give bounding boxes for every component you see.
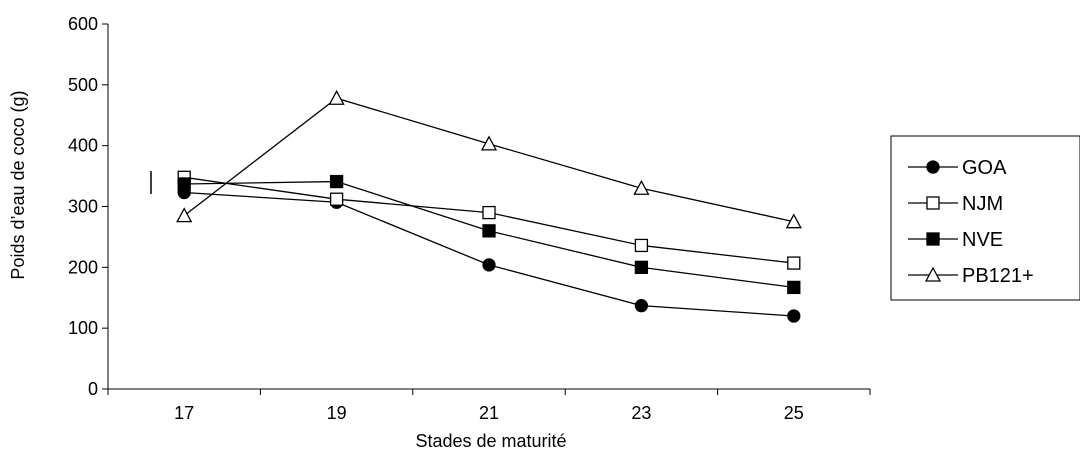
- series-pb121: [176, 89, 802, 229]
- data-point: [634, 299, 649, 313]
- x-tick-label: 21: [479, 403, 499, 423]
- legend-label: NVE: [962, 229, 1003, 251]
- y-tick-label: 400: [68, 136, 98, 156]
- legend-item: NJM: [908, 193, 1003, 215]
- data-point: [480, 135, 498, 151]
- x-tick-label: 25: [784, 403, 804, 423]
- data-point: [329, 192, 344, 206]
- data-point: [787, 280, 801, 295]
- data-point: [787, 256, 801, 270]
- x-axis-title: Stades de maturité: [415, 431, 566, 451]
- legend-label: PB121+: [962, 265, 1034, 287]
- data-point: [482, 224, 496, 238]
- legend-label: GOA: [962, 157, 1007, 179]
- x-tick-label: 17: [174, 403, 194, 423]
- axes: 0 100 200 300 400 500 600 17 19 21 23 25: [68, 14, 871, 423]
- series-nve: [177, 174, 801, 295]
- data-point: [482, 258, 496, 272]
- x-tick-label: 19: [327, 403, 347, 423]
- data-point: [176, 207, 193, 223]
- y-tick-label: 200: [68, 257, 98, 277]
- y-tick-label: 100: [68, 318, 98, 338]
- series-njm: [177, 170, 801, 270]
- legend-marker: [924, 266, 942, 282]
- legend-label: NJM: [962, 193, 1003, 215]
- data-point: [787, 309, 801, 323]
- y-tick-label: 0: [88, 379, 98, 399]
- legend-marker: [926, 160, 940, 174]
- data-point: [633, 179, 650, 195]
- data-point: [177, 177, 191, 191]
- series-line: [184, 176, 794, 264]
- legend-item: NVE: [908, 229, 1003, 251]
- y-tick-label: 500: [68, 75, 98, 95]
- data-point: [634, 238, 649, 253]
- y-tick-label: 600: [68, 14, 98, 34]
- legend-item: PB121+: [908, 265, 1034, 287]
- series-line: [183, 97, 794, 223]
- data-point: [329, 174, 344, 189]
- data-point: [328, 89, 345, 105]
- data-point: [482, 205, 496, 220]
- legend-item: GOA: [908, 157, 1007, 179]
- legend-marker: [926, 232, 940, 246]
- legend-box: [890, 135, 1080, 301]
- y-tick-label: 300: [68, 197, 98, 217]
- legend: GOA NJM NVE PB121+: [890, 135, 1080, 301]
- data-point: [634, 260, 649, 274]
- x-tick-label: 23: [631, 403, 651, 423]
- series-layer: [176, 89, 802, 323]
- legend-marker: [926, 196, 940, 210]
- y-axis-title: Poids d’eau de coco (g): [8, 90, 28, 279]
- data-point: [785, 213, 802, 229]
